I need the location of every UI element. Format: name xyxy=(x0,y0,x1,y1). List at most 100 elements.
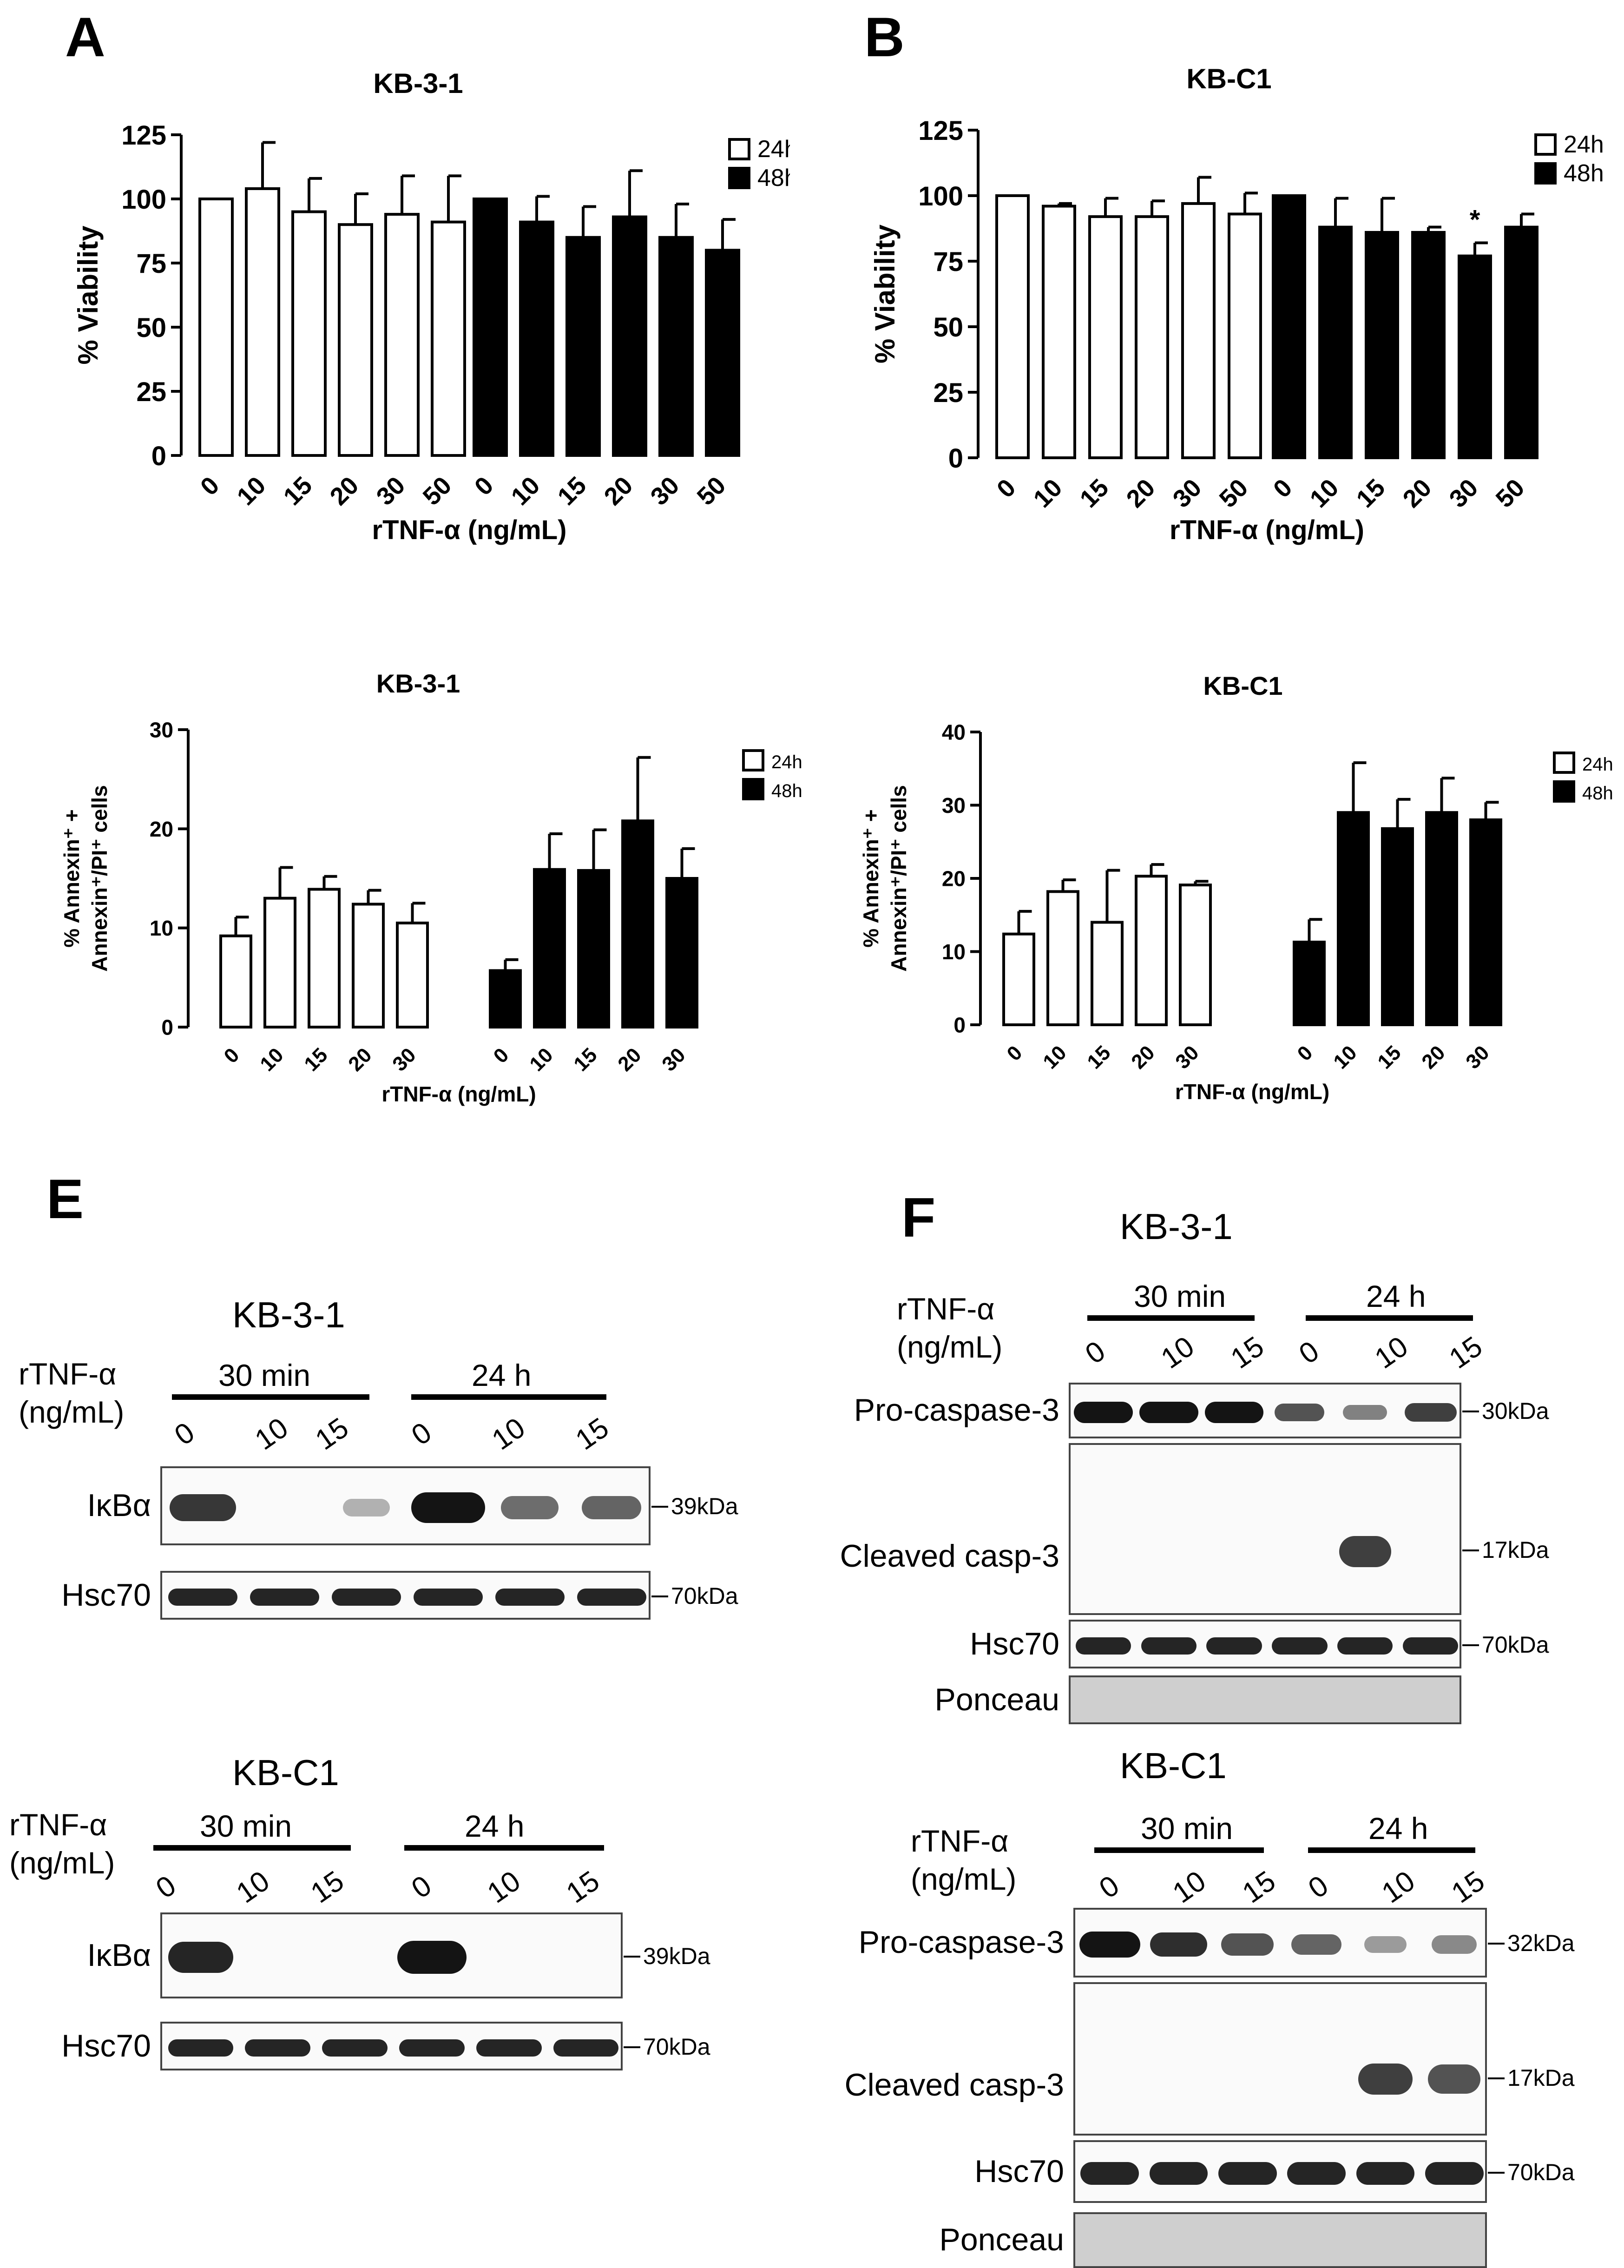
x-tick-label: 0 xyxy=(1003,1041,1027,1065)
y-tick-label: 30 xyxy=(150,718,173,742)
y-tick-label: 100 xyxy=(918,181,963,211)
bar-24h xyxy=(291,210,327,457)
chart-title: KB-3-1 xyxy=(373,68,463,99)
band xyxy=(501,1496,559,1519)
band xyxy=(1204,1401,1264,1424)
band xyxy=(1075,1637,1131,1655)
treatment-label-line1: rTNF-α xyxy=(897,1292,995,1326)
bar-24h xyxy=(1135,875,1168,1026)
x-tick-label: 20 xyxy=(1127,1041,1159,1073)
bar-24h xyxy=(384,213,420,457)
group-label-30min: 30 min xyxy=(1134,1279,1226,1313)
lane-label: 15 xyxy=(309,1411,355,1457)
x-tick-label: 10 xyxy=(1305,474,1344,513)
y-axis-title: % Viability xyxy=(72,225,104,365)
group-label-30min: 30 min xyxy=(218,1358,311,1392)
y-tick-label: 0 xyxy=(953,1013,966,1037)
y-axis-title-line2: Annexin⁺/PI⁺ cells xyxy=(887,785,911,971)
row-label: IκBα xyxy=(87,1937,151,1973)
band xyxy=(1141,1637,1197,1655)
x-tick-label: 15 xyxy=(1075,474,1114,513)
x-tick-label: 20 xyxy=(1121,474,1161,513)
lane-label: 10 xyxy=(230,1865,276,1910)
x-axis-title: rTNF-α (ng/mL) xyxy=(1170,515,1364,545)
kda-marker: 39kDa xyxy=(671,1493,738,1519)
row-label: IκBα xyxy=(87,1488,151,1523)
bar-24h xyxy=(431,220,466,457)
x-tick-label: 15 xyxy=(552,471,592,511)
group-label-24h: 24 h xyxy=(1368,1811,1428,1846)
x-tick-label: 10 xyxy=(506,471,546,511)
bar-48h xyxy=(1293,941,1326,1027)
band xyxy=(1428,2064,1481,2094)
band xyxy=(1221,1933,1274,1956)
y-tick-label: 20 xyxy=(942,867,966,891)
band xyxy=(1343,1404,1387,1420)
group-line-30min xyxy=(1094,1847,1264,1853)
x-tick-label: 20 xyxy=(1417,1041,1449,1073)
x-tick-label: 0 xyxy=(469,471,499,501)
treatment-label-line2: (ng/mL) xyxy=(897,1330,1003,1364)
y-axis-title: % Viability xyxy=(869,224,901,363)
lane-label: 15 xyxy=(1225,1330,1270,1375)
row-label: Cleaved casp-3 xyxy=(844,2067,1064,2103)
legend-label-48h: 48h xyxy=(1582,783,1613,804)
bar-48h xyxy=(519,220,554,457)
blot-strip-3 xyxy=(1073,2212,1487,2268)
y-tick-label: 20 xyxy=(150,817,173,841)
band xyxy=(1275,1404,1325,1421)
bar-48h xyxy=(1458,254,1492,459)
band xyxy=(476,2039,542,2057)
y-tick-label: 125 xyxy=(121,120,166,151)
x-tick-label: 30 xyxy=(1461,1041,1493,1073)
y-tick-label: 75 xyxy=(933,247,963,277)
bar-24h xyxy=(396,922,429,1029)
band xyxy=(1356,2162,1415,2185)
y-axis-title-line1: % Annexin⁺ + xyxy=(59,809,84,947)
bar-48h xyxy=(1272,194,1306,459)
kda-marker: 70kDa xyxy=(1482,1631,1549,1658)
blot-strip-0 xyxy=(160,1912,623,1998)
x-axis-title: rTNF-α (ng/mL) xyxy=(372,515,567,545)
blot-strip-2 xyxy=(1069,1620,1461,1668)
bar-48h xyxy=(1411,231,1446,459)
x-tick-label: 10 xyxy=(525,1043,557,1075)
row-label: Pro-caspase-3 xyxy=(858,1925,1064,1960)
chart-title: KB-C1 xyxy=(1186,63,1271,94)
lane-label: 15 xyxy=(1443,1330,1488,1375)
kda-marker: 70kDa xyxy=(643,2033,710,2060)
band xyxy=(1272,1637,1328,1655)
legend-swatch-24h xyxy=(742,749,764,771)
x-tick-label: 30 xyxy=(1444,474,1484,513)
y-tick-label: 25 xyxy=(933,378,963,408)
bar-24h xyxy=(1042,204,1076,459)
panel-label-f: F xyxy=(901,1187,936,1249)
bar-48h xyxy=(612,215,647,457)
kda-tick xyxy=(1462,1411,1479,1412)
group-label-24h: 24 h xyxy=(465,1809,525,1843)
bar-48h xyxy=(1469,818,1502,1026)
y-tick-label: 25 xyxy=(136,377,166,407)
legend-swatch-24h xyxy=(1534,133,1557,156)
kda-marker: 17kDa xyxy=(1482,1537,1549,1563)
legend-label-48h: 48h xyxy=(771,781,802,801)
blot-strip-3 xyxy=(1069,1675,1461,1724)
bar-48h xyxy=(705,249,740,457)
lane-label: 0 xyxy=(1079,1335,1111,1371)
lane-label: 10 xyxy=(481,1865,526,1910)
legend-swatch-48h xyxy=(742,778,764,800)
legend-label-24h: 24h xyxy=(771,752,802,772)
x-tick-label: 20 xyxy=(599,471,638,511)
x-axis-title: rTNF-α (ng/mL) xyxy=(1175,1080,1329,1104)
group-line-24h xyxy=(1308,1847,1475,1853)
bar-48h xyxy=(1318,225,1353,459)
lane-label: 0 xyxy=(1293,1335,1325,1371)
x-tick-label: 0 xyxy=(195,471,225,501)
band xyxy=(1287,2162,1346,2185)
group-label-30min: 30 min xyxy=(1141,1811,1233,1846)
band xyxy=(1425,2162,1484,2185)
y-tick-label: 75 xyxy=(136,249,166,279)
band xyxy=(1206,1637,1262,1655)
band xyxy=(168,1588,238,1606)
band xyxy=(1139,1401,1198,1424)
